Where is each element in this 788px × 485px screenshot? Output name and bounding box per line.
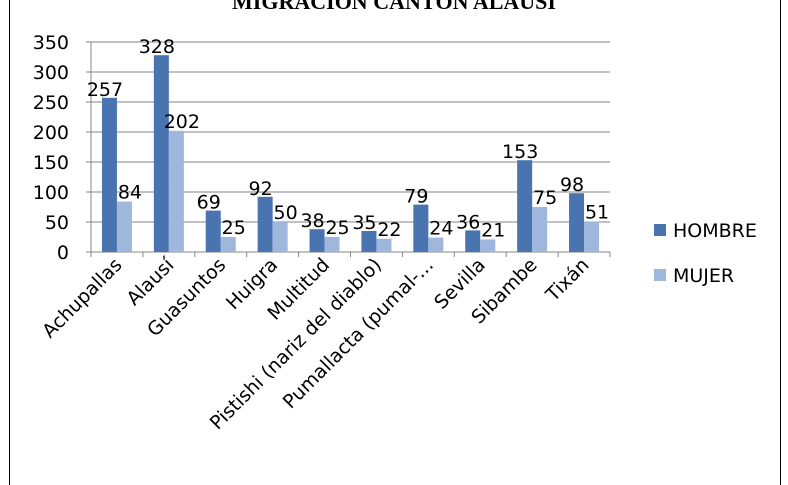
bar-hombre: [205, 210, 221, 252]
bar-mujer: [272, 222, 288, 252]
frame-border-right: [780, 0, 781, 485]
bar-hombre: [413, 204, 429, 252]
x-tick-label: Achupallas: [38, 254, 126, 342]
data-label: 21: [481, 219, 505, 241]
bar-mujer: [584, 221, 600, 252]
y-tick-label: 0: [57, 242, 69, 264]
data-label: 257: [87, 79, 123, 101]
bar-mujer: [428, 237, 444, 252]
data-label: 25: [222, 217, 246, 239]
chart-title: MIGRACIÓN CANTÓN ALAUSÍ: [232, 0, 556, 14]
data-label: 69: [197, 192, 221, 214]
bar-mujer: [376, 238, 392, 252]
data-label: 153: [502, 141, 538, 163]
bar-mujer: [168, 130, 184, 252]
data-labels: 257 328 69 92 38 35 79 36 153 98 84 202 25 50 25 22 24 21…: [87, 36, 609, 241]
y-tick-labels: 0 50 100 150 200 250 300 350: [33, 32, 69, 264]
bar-hombre: [257, 196, 273, 252]
bar-mujer: [480, 239, 496, 252]
y-tick-label: 300: [33, 62, 69, 84]
legend-label: MUJER: [673, 265, 734, 287]
data-label: 98: [560, 174, 584, 196]
data-label: 22: [377, 219, 401, 241]
bar-hombre: [517, 160, 533, 252]
bar-hombre: [309, 229, 325, 252]
data-label: 25: [325, 217, 349, 239]
frame-border-left: [9, 0, 10, 485]
bar-mujer: [532, 207, 548, 252]
bar-hombre: [465, 230, 481, 252]
data-label: 92: [249, 178, 273, 200]
bar-hombre: [153, 55, 169, 253]
data-label: 84: [118, 182, 142, 204]
y-tick-label: 250: [33, 92, 69, 114]
bar-mujer: [220, 237, 236, 252]
legend-swatch: [654, 224, 666, 236]
y-tick-label: 100: [33, 182, 69, 204]
x-tick-label: Tixán: [541, 254, 593, 306]
y-tick-label: 350: [33, 32, 69, 54]
data-label: 35: [352, 212, 376, 234]
data-label: 202: [164, 111, 200, 133]
data-label: 36: [456, 211, 480, 233]
y-tick-label: 200: [33, 122, 69, 144]
legend: HOMBRE MUJER: [654, 220, 757, 287]
data-label: 24: [429, 218, 453, 240]
data-label: 75: [533, 187, 557, 209]
y-tick-label: 50: [45, 212, 69, 234]
data-label: 38: [300, 210, 324, 232]
bar-hombre: [361, 231, 377, 252]
data-label: 79: [404, 186, 428, 208]
data-label: 50: [274, 202, 298, 224]
y-tick-label: 150: [33, 152, 69, 174]
legend-swatch: [654, 269, 666, 281]
bar-mujer: [324, 237, 340, 252]
x-tick-labels: AchupallasAlausíGuasuntosHuigraMultitudP…: [38, 253, 593, 434]
bar-hombre: [101, 97, 117, 252]
bars: [101, 55, 600, 253]
bar-hombre: [569, 193, 585, 252]
bar-mujer: [116, 201, 132, 252]
data-label: 51: [585, 201, 609, 223]
legend-label: HOMBRE: [673, 220, 757, 242]
data-label: 328: [139, 36, 175, 58]
